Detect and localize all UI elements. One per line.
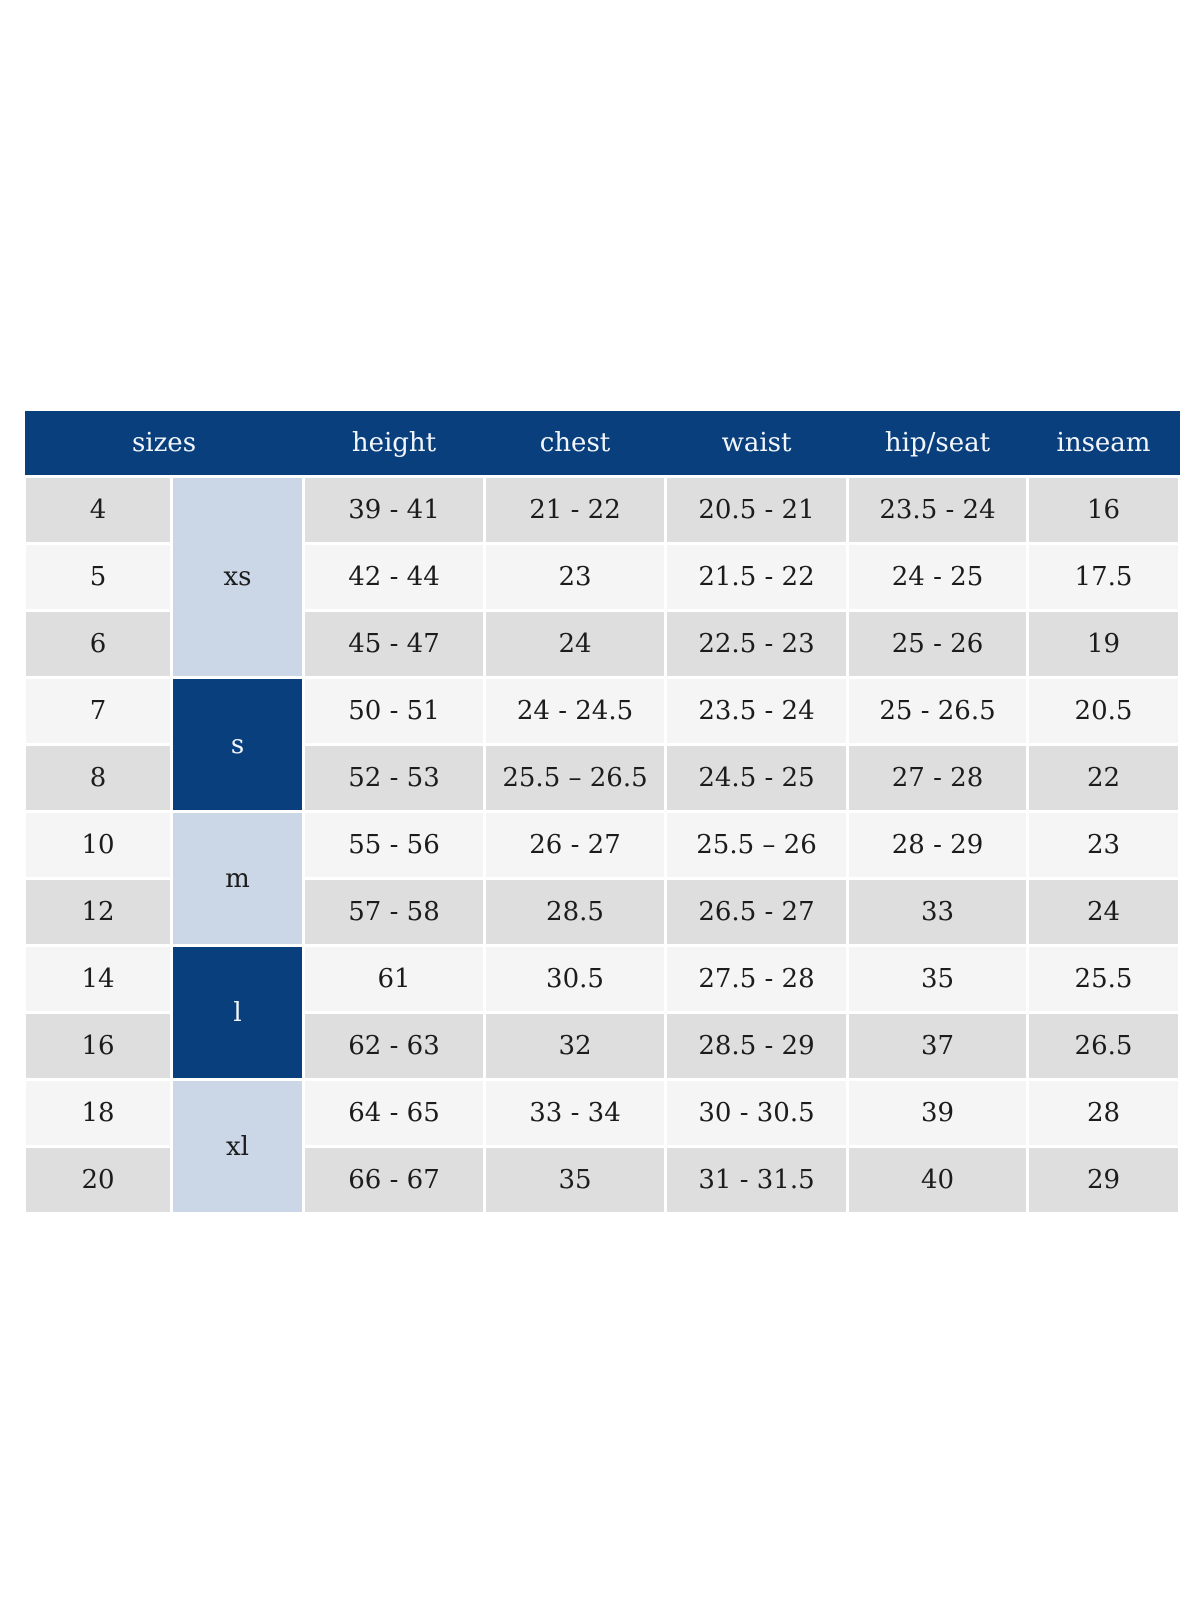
header-height: height — [303, 411, 485, 478]
waist-cell: 27.5 - 28 — [664, 944, 849, 1014]
size-cell: 20 — [23, 1145, 173, 1215]
inseam-cell: 23 — [1026, 810, 1181, 880]
size-cell: 16 — [23, 1011, 173, 1081]
inseam-cell: 22 — [1026, 743, 1181, 813]
hip-seat-cell: 35 — [846, 944, 1029, 1014]
table-row-size-20: 20 66 - 67 35 31 - 31.5 40 29 — [23, 1145, 1181, 1215]
hip-seat-cell: 39 — [846, 1078, 1029, 1148]
table-row-size-7: 7 s 50 - 51 24 - 24.5 23.5 - 24 25 - 26.… — [23, 676, 1181, 813]
height-cell: 39 - 41 — [302, 475, 486, 545]
header-waist: waist — [665, 411, 848, 478]
size-cell: 10 — [23, 810, 173, 880]
height-cell: 50 - 51 — [302, 676, 486, 746]
height-cell: 61 — [302, 944, 486, 1014]
height-cell: 45 - 47 — [302, 609, 486, 679]
waist-cell: 30 - 30.5 — [664, 1078, 849, 1148]
inseam-cell: 26.5 — [1026, 1011, 1181, 1081]
waist-cell: 22.5 - 23 — [664, 609, 849, 679]
size-cell: 14 — [23, 944, 173, 1014]
waist-cell: 31 - 31.5 — [664, 1145, 849, 1215]
size-group-s: s — [170, 676, 305, 813]
inseam-cell: 25.5 — [1026, 944, 1181, 1014]
chest-cell: 32 — [483, 1011, 667, 1081]
hip-seat-cell: 28 - 29 — [846, 810, 1029, 880]
size-cell: 18 — [23, 1078, 173, 1148]
height-cell: 62 - 63 — [302, 1011, 486, 1081]
size-chart-table: sizes height chest waist hip/seat inseam… — [23, 411, 1181, 1215]
chest-cell: 24 — [483, 609, 667, 679]
table-row-size-18: 18 xl 64 - 65 33 - 34 30 - 30.5 39 28 — [23, 1078, 1181, 1215]
hip-seat-cell: 25 - 26.5 — [846, 676, 1029, 746]
hip-seat-cell: 40 — [846, 1145, 1029, 1215]
table-row-size-12: 12 57 - 58 28.5 26.5 - 27 33 24 — [23, 877, 1181, 947]
waist-cell: 26.5 - 27 — [664, 877, 849, 947]
hip-seat-cell: 25 - 26 — [846, 609, 1029, 679]
chest-cell: 23 — [483, 542, 667, 612]
height-cell: 52 - 53 — [302, 743, 486, 813]
hip-seat-cell: 24 - 25 — [846, 542, 1029, 612]
size-cell: 12 — [23, 877, 173, 947]
size-cell: 6 — [23, 609, 173, 679]
size-group-m: m — [170, 810, 305, 947]
size-cell: 8 — [23, 743, 173, 813]
header-sizes: sizes — [24, 411, 304, 478]
chest-cell: 26 - 27 — [483, 810, 667, 880]
hip-seat-cell: 33 — [846, 877, 1029, 947]
size-group-xl: xl — [170, 1078, 305, 1215]
inseam-cell: 19 — [1026, 609, 1181, 679]
header-hip-seat: hip/seat — [847, 411, 1028, 478]
height-cell: 66 - 67 — [302, 1145, 486, 1215]
waist-cell: 23.5 - 24 — [664, 676, 849, 746]
waist-cell: 21.5 - 22 — [664, 542, 849, 612]
size-group-xs: xs — [170, 475, 305, 679]
table-row-size-14: 14 l 61 30.5 27.5 - 28 35 25.5 — [23, 944, 1181, 1081]
chest-cell: 21 - 22 — [483, 475, 667, 545]
chest-cell: 25.5 – 26.5 — [483, 743, 667, 813]
height-cell: 55 - 56 — [302, 810, 486, 880]
table-row-size-6: 6 45 - 47 24 22.5 - 23 25 - 26 19 — [23, 609, 1181, 679]
chest-cell: 28.5 — [483, 877, 667, 947]
size-cell: 4 — [23, 475, 173, 545]
size-cell: 5 — [23, 542, 173, 612]
inseam-cell: 28 — [1026, 1078, 1181, 1148]
size-group-l: l — [170, 944, 305, 1081]
inseam-cell: 16 — [1026, 475, 1181, 545]
inseam-cell: 24 — [1026, 877, 1181, 947]
height-cell: 64 - 65 — [302, 1078, 486, 1148]
inseam-cell: 17.5 — [1026, 542, 1181, 612]
waist-cell: 25.5 – 26 — [664, 810, 849, 880]
hip-seat-cell: 23.5 - 24 — [846, 475, 1029, 545]
waist-cell: 20.5 - 21 — [664, 475, 849, 545]
height-cell: 42 - 44 — [302, 542, 486, 612]
table-row-size-16: 16 62 - 63 32 28.5 - 29 37 26.5 — [23, 1011, 1181, 1081]
table-row-size-10: 10 m 55 - 56 26 - 27 25.5 – 26 28 - 29 2… — [23, 810, 1181, 947]
header-chest: chest — [484, 411, 666, 478]
hip-seat-cell: 37 — [846, 1011, 1029, 1081]
chest-cell: 24 - 24.5 — [483, 676, 667, 746]
inseam-cell: 20.5 — [1026, 676, 1181, 746]
chest-cell: 30.5 — [483, 944, 667, 1014]
height-cell: 57 - 58 — [302, 877, 486, 947]
size-cell: 7 — [23, 676, 173, 746]
header-row: sizes height chest waist hip/seat inseam — [24, 411, 1180, 478]
inseam-cell: 29 — [1026, 1145, 1181, 1215]
header-inseam: inseam — [1027, 411, 1180, 478]
table-row-size-4: 4 xs 39 - 41 21 - 22 20.5 - 21 23.5 - 24… — [23, 475, 1181, 679]
chest-cell: 33 - 34 — [483, 1078, 667, 1148]
waist-cell: 24.5 - 25 — [664, 743, 849, 813]
table-row-size-5: 5 42 - 44 23 21.5 - 22 24 - 25 17.5 — [23, 542, 1181, 612]
hip-seat-cell: 27 - 28 — [846, 743, 1029, 813]
waist-cell: 28.5 - 29 — [664, 1011, 849, 1081]
table-row-size-8: 8 52 - 53 25.5 – 26.5 24.5 - 25 27 - 28 … — [23, 743, 1181, 813]
chest-cell: 35 — [483, 1145, 667, 1215]
